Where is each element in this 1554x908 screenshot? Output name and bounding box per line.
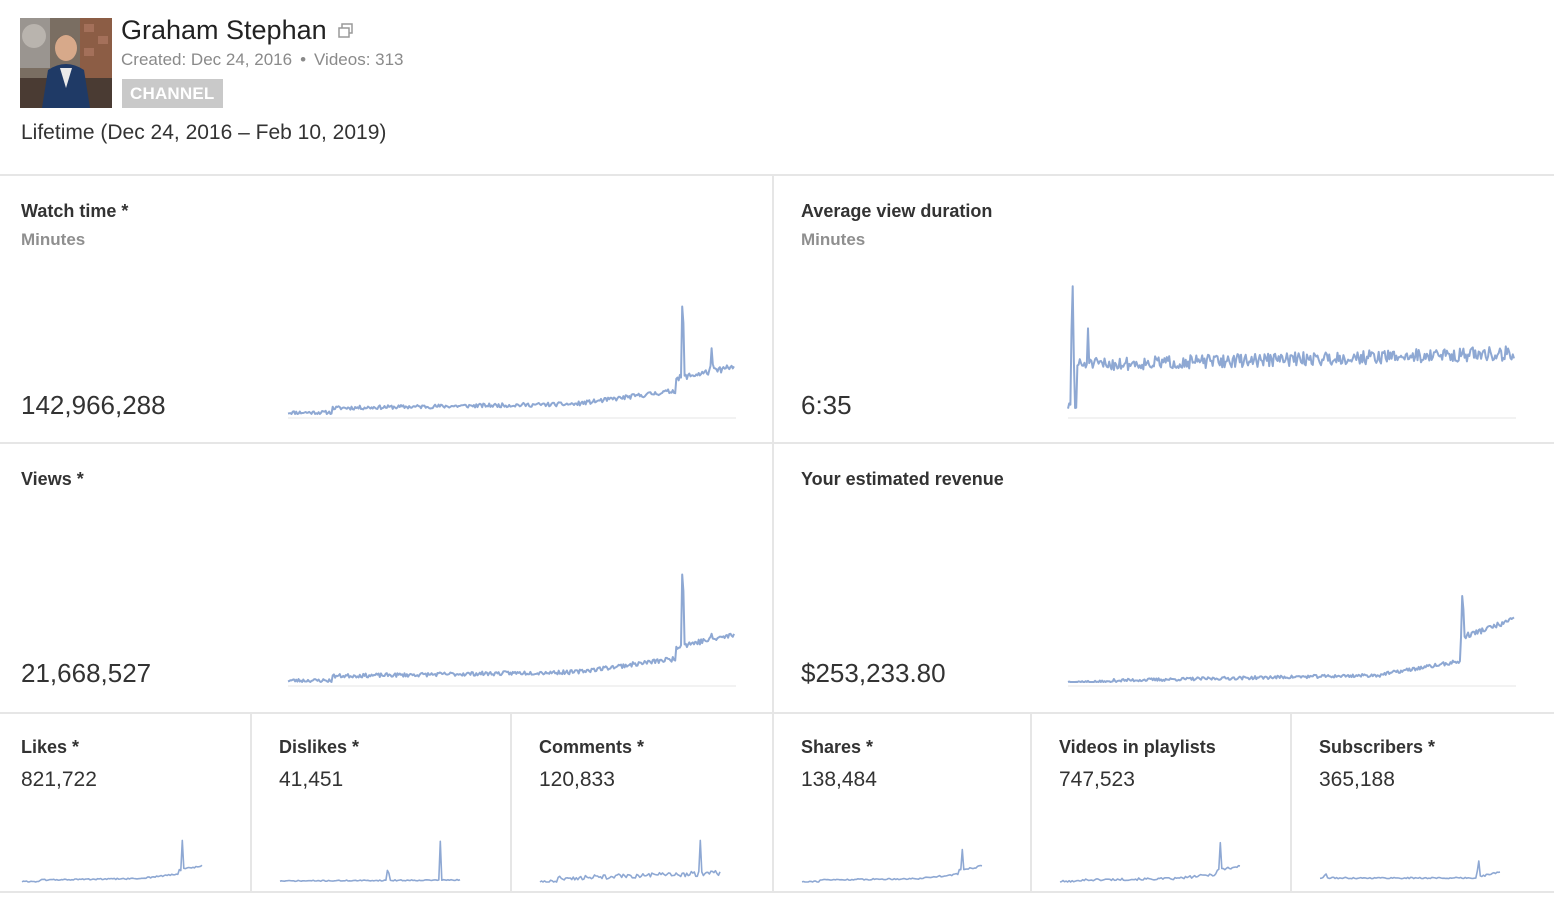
dislikes-sparkline (279, 840, 461, 883)
revenue-title: Your estimated revenue (801, 469, 1004, 489)
comments-value: 120,833 (539, 768, 615, 791)
dislikes-value: 41,451 (279, 768, 344, 791)
channel-meta: Created: Dec 24, 2016 • Videos: 313 (121, 50, 404, 70)
divider (772, 175, 774, 891)
views-value: 21,668,527 (21, 658, 152, 688)
playlists-title: Videos in playlists (1059, 737, 1216, 757)
divider (510, 713, 512, 891)
views-title: Views * (21, 469, 84, 489)
watch-time-unit: Minutes (21, 230, 86, 249)
revenue-sparkline (1067, 595, 1516, 687)
playlists-value: 747,523 (1059, 768, 1135, 791)
divider (1290, 713, 1292, 891)
title-row: Graham Stephan (121, 15, 355, 46)
watch-time-value: 142,966,288 (21, 390, 166, 420)
external-link-icon[interactable] (337, 22, 355, 40)
divider (0, 442, 1554, 444)
likes-sparkline (21, 839, 203, 883)
lifetime-range: Lifetime (Dec 24, 2016 – Feb 10, 2019) (21, 121, 387, 144)
video-count: Videos: 313 (314, 50, 404, 69)
divider (0, 174, 1554, 176)
avg-view-duration-value: 6:35 (801, 390, 852, 420)
comments-sparkline (539, 839, 721, 883)
watch-time-sparkline (287, 305, 736, 419)
likes-value: 821,722 (21, 768, 97, 791)
divider (1030, 713, 1032, 891)
watch-time-title: Watch time * (21, 201, 129, 221)
divider (250, 713, 252, 891)
likes-title: Likes * (21, 737, 80, 757)
channel-header: Graham Stephan Created: Dec 24, 2016 • Vid… (0, 0, 1554, 175)
channel-name[interactable]: Graham Stephan (121, 15, 327, 45)
revenue-value: $253,233.80 (801, 658, 946, 688)
channel-badge: CHANNEL (122, 79, 223, 108)
avg-view-duration-title: Average view duration (801, 201, 993, 221)
avg-view-duration-unit: Minutes (801, 230, 866, 249)
shares-title: Shares * (801, 737, 874, 757)
dislikes-title: Dislikes * (279, 737, 360, 757)
avg-view-duration-sparkline (1067, 285, 1516, 419)
subscribers-value: 365,188 (1319, 768, 1395, 791)
views-sparkline (287, 573, 736, 687)
created-date: Created: Dec 24, 2016 (121, 50, 293, 69)
playlists-sparkline (1059, 841, 1241, 883)
subscribers-title: Subscribers * (1319, 737, 1436, 757)
divider (0, 891, 1554, 893)
shares-value: 138,484 (801, 768, 877, 791)
shares-sparkline (801, 848, 983, 883)
meta-separator: • (300, 50, 307, 69)
channel-avatar (20, 18, 112, 108)
comments-title: Comments * (539, 737, 645, 757)
divider (0, 712, 1554, 714)
subscribers-sparkline (1319, 860, 1501, 880)
